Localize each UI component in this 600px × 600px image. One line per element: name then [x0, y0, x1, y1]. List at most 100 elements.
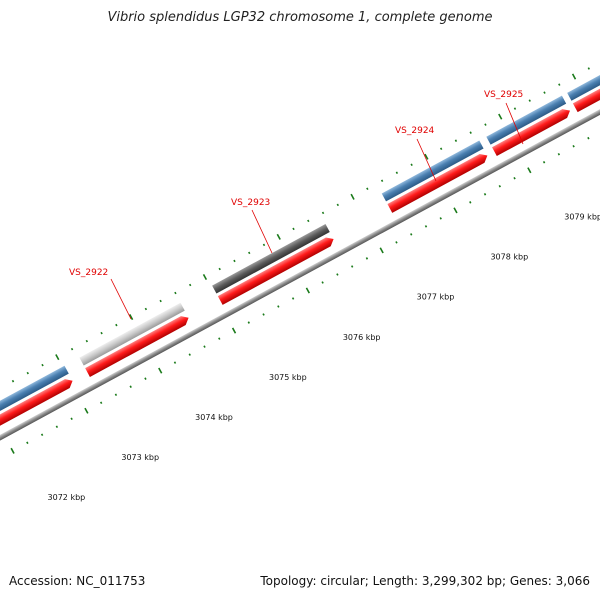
major-tick: [10, 447, 15, 454]
gene-label-vs-2922[interactable]: VS_2922: [69, 268, 108, 278]
minor-tick: [70, 417, 73, 421]
minor-tick: [248, 251, 251, 255]
cds-arrow-left[interactable]: [0, 376, 75, 435]
minor-tick: [144, 307, 148, 311]
minor-tick: [114, 393, 118, 396]
major-tick: [202, 273, 208, 280]
cds-arrow-vs-2923[interactable]: [217, 235, 336, 305]
minor-tick: [380, 179, 384, 183]
inner-tick-row: [10, 136, 590, 454]
minor-tick: [321, 211, 325, 215]
minor-tick: [173, 361, 177, 364]
major-tick: [55, 354, 60, 361]
major-tick: [379, 247, 384, 254]
major-tick: [498, 113, 503, 120]
outer-tick-row: [11, 67, 590, 383]
minor-tick: [498, 185, 501, 188]
minor-tick: [85, 339, 89, 343]
major-tick: [84, 407, 89, 414]
scale-label: 3076 kbp: [343, 333, 381, 342]
callout-line-vs-2925: [505, 102, 524, 145]
minor-tick: [454, 139, 458, 142]
minor-tick: [262, 243, 266, 247]
gene-block-vs-2925[interactable]: [486, 95, 567, 145]
cds-arrow-vs-2924[interactable]: [387, 151, 489, 213]
cds-arrow-right[interactable]: [572, 84, 600, 113]
minor-tick: [218, 337, 221, 340]
cds-track: [0, 84, 600, 435]
scale-label: 3072 kbp: [48, 493, 86, 502]
cds-arrow-vs-2922[interactable]: [85, 313, 191, 377]
minor-tick: [587, 67, 590, 70]
scale-label: 3074 kbp: [195, 413, 233, 422]
genome-summary-text: Topology: circular; Length: 3,299,302 bp…: [260, 574, 590, 588]
major-tick: [350, 193, 355, 200]
minor-tick: [336, 273, 339, 276]
minor-tick: [203, 345, 206, 348]
gene-block-vs-2924[interactable]: [381, 140, 484, 202]
minor-tick: [307, 219, 310, 223]
minor-tick: [483, 193, 487, 196]
minor-tick: [55, 425, 59, 429]
scale-label: 3078 kbp: [490, 253, 528, 262]
minor-tick: [70, 347, 74, 351]
major-tick: [231, 327, 237, 334]
minor-tick: [247, 321, 250, 324]
minor-tick: [513, 107, 517, 110]
minor-tick: [484, 123, 487, 126]
minor-tick: [40, 433, 44, 437]
major-tick: [305, 287, 310, 294]
minor-tick: [336, 203, 339, 207]
gene-block-left[interactable]: [0, 365, 69, 424]
major-tick: [158, 367, 163, 374]
minor-tick: [528, 99, 531, 102]
minor-tick: [572, 144, 575, 148]
minor-tick: [174, 291, 177, 295]
gene-label-vs-2923[interactable]: VS_2923: [231, 198, 270, 208]
major-tick: [128, 314, 134, 321]
gene-track: [0, 73, 600, 424]
minor-tick: [291, 297, 295, 300]
minor-tick: [262, 313, 265, 316]
minor-tick: [129, 385, 132, 388]
minor-tick: [557, 152, 561, 156]
callout-line-vs-2922: [110, 278, 132, 320]
gene-block-vs-2923[interactable]: [212, 224, 330, 294]
minor-tick: [41, 363, 44, 367]
minor-tick: [424, 225, 428, 228]
minor-tick: [144, 377, 147, 380]
minor-tick: [233, 259, 236, 263]
minor-tick: [366, 187, 369, 191]
scale-label: 3073 kbp: [121, 453, 159, 462]
minor-tick: [513, 177, 516, 180]
minor-tick: [410, 233, 413, 236]
gene-block-vs-2922[interactable]: [79, 302, 185, 366]
minor-tick: [99, 401, 103, 404]
major-tick: [424, 153, 429, 160]
callout-line-vs-2923: [251, 209, 273, 254]
gene-label-vs-2925[interactable]: VS_2925: [484, 90, 523, 100]
major-tick: [527, 167, 532, 174]
minor-tick: [469, 131, 472, 134]
minor-tick: [439, 217, 442, 220]
minor-tick: [115, 323, 118, 327]
gene-callouts: VS_2922 VS_2923 VS_2924 VS_2925: [69, 90, 524, 320]
minor-tick: [558, 83, 561, 86]
scale-label: 3079 kbp: [564, 213, 600, 222]
callout-line-vs-2924: [416, 138, 437, 182]
minor-tick: [159, 299, 162, 303]
minor-tick: [188, 353, 191, 356]
gene-label-vs-2924[interactable]: VS_2924: [395, 126, 435, 136]
gene-block-right[interactable]: [567, 73, 600, 101]
major-tick: [571, 73, 577, 80]
scale-label: 3075 kbp: [269, 373, 307, 382]
cds-arrow-vs-2925[interactable]: [492, 106, 572, 157]
major-tick: [276, 233, 281, 240]
minor-tick: [292, 227, 295, 231]
minor-tick: [218, 267, 221, 271]
minor-tick: [11, 379, 15, 383]
minor-tick: [100, 331, 103, 335]
minor-tick: [542, 160, 546, 164]
minor-tick: [439, 147, 443, 150]
